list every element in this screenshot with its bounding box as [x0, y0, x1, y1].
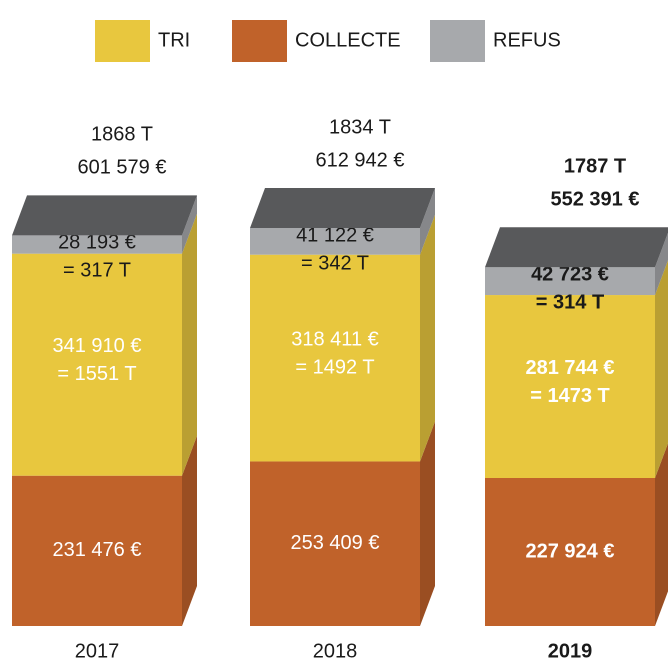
- value-label: 41 122 €: [296, 224, 374, 246]
- bar-top: [250, 187, 435, 228]
- bar-side: [182, 213, 197, 476]
- bar-top: [12, 195, 197, 236]
- total-euros: 601 579 €: [78, 157, 167, 179]
- bar-side: [655, 260, 668, 478]
- tonnes-label: = 317 T: [63, 260, 131, 282]
- total-tonnes: 1787 T: [564, 156, 626, 178]
- legend-swatch: [232, 20, 287, 62]
- tonnes-label: = 1551 T: [57, 363, 136, 385]
- tonnes-label: = 342 T: [301, 252, 369, 274]
- bar-side: [420, 214, 435, 462]
- bar-side: [655, 443, 668, 626]
- total-tonnes: 1868 T: [91, 124, 153, 146]
- bar-segment: [12, 253, 182, 476]
- tonnes-label: = 314 T: [536, 292, 604, 314]
- x-tick-label: 2019: [548, 640, 593, 662]
- value-label: 28 193 €: [58, 232, 136, 254]
- legend-label: TRI: [158, 29, 190, 51]
- bar-side: [655, 232, 668, 296]
- bar-segment: [250, 461, 420, 626]
- bar-segment: [250, 227, 420, 255]
- legend-label: REFUS: [493, 29, 561, 51]
- value-label: 227 924 €: [526, 540, 615, 562]
- value-label: 42 723 €: [531, 264, 609, 286]
- bar-segment: [485, 267, 655, 296]
- total-tonnes: 1834 T: [329, 116, 391, 138]
- value-label: 253 409 €: [291, 532, 380, 554]
- value-label: 318 411 €: [291, 328, 379, 350]
- value-label: 281 744 €: [526, 357, 615, 379]
- bar-side: [182, 195, 197, 254]
- bar-side: [182, 435, 197, 626]
- value-label: 341 910 €: [53, 335, 142, 357]
- legend-swatch: [95, 20, 150, 62]
- legend-swatch: [430, 20, 485, 62]
- tonnes-label: = 1492 T: [295, 356, 374, 378]
- x-tick-label: 2018: [313, 640, 358, 662]
- tonnes-label: = 1473 T: [530, 385, 610, 407]
- legend-label: COLLECTE: [295, 29, 401, 51]
- bar-side: [420, 421, 435, 626]
- value-label: 231 476 €: [53, 539, 142, 561]
- bar-segment: [12, 475, 182, 626]
- bar-side: [420, 187, 435, 255]
- x-tick-label: 2017: [75, 640, 120, 662]
- total-euros: 552 391 €: [551, 189, 640, 211]
- bar-segment: [250, 254, 420, 462]
- bar-segment: [485, 477, 655, 626]
- bar-top: [485, 227, 668, 268]
- bar-segment: [485, 295, 655, 478]
- bar-segment: [12, 235, 182, 254]
- total-euros: 612 942 €: [316, 149, 405, 171]
